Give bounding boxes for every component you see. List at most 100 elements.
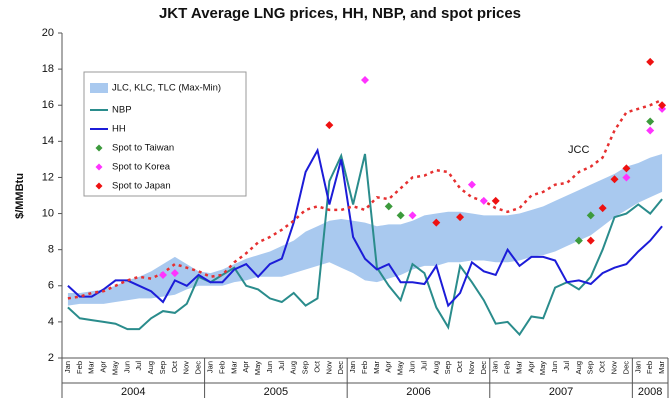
x-tick-label: Jan bbox=[633, 361, 642, 373]
x-tick-label: Aug bbox=[431, 361, 440, 374]
spot-marker bbox=[396, 211, 405, 220]
x-tick-label: Dec bbox=[336, 361, 345, 375]
x-tick-label: Nov bbox=[610, 361, 619, 375]
x-tick-label: Nov bbox=[467, 361, 476, 375]
year-label: 2006 bbox=[406, 386, 430, 398]
spot-marker bbox=[574, 236, 583, 245]
x-tick-label: May bbox=[538, 361, 547, 375]
x-tick-label: Dec bbox=[194, 361, 203, 375]
spot-marker bbox=[361, 75, 369, 84]
x-tick-label: Sep bbox=[158, 361, 167, 374]
series-line bbox=[67, 147, 663, 308]
spot-marker bbox=[467, 180, 476, 189]
legend-label: HH bbox=[112, 124, 126, 135]
series-line bbox=[67, 98, 663, 300]
x-tick-label: Jun bbox=[408, 361, 417, 373]
spot-marker bbox=[622, 173, 631, 182]
year-label: 2008 bbox=[638, 386, 662, 398]
range-band bbox=[67, 153, 663, 306]
legend-label: Spot to Korea bbox=[112, 162, 171, 173]
spot-marker bbox=[586, 236, 595, 245]
spot-marker bbox=[491, 196, 500, 205]
spot-marker bbox=[408, 211, 417, 220]
spot-marker bbox=[658, 101, 667, 110]
series-line bbox=[67, 152, 663, 337]
legend-label: NBP bbox=[112, 105, 132, 116]
x-tick-label: Jan bbox=[491, 361, 500, 373]
x-tick-label: Jun bbox=[122, 361, 131, 373]
x-tick-label: May bbox=[110, 361, 119, 375]
x-tick-label: Sep bbox=[586, 361, 595, 374]
legend-label: Spot to Japan bbox=[112, 181, 171, 192]
spot-marker bbox=[598, 204, 607, 213]
x-tick-label: Jul bbox=[134, 361, 143, 371]
spot-marker bbox=[170, 269, 179, 278]
x-tick-label: Feb bbox=[217, 361, 226, 374]
y-tick-label: 6 bbox=[48, 280, 54, 292]
x-tick-label: Jun bbox=[265, 361, 274, 373]
x-tick-label: Dec bbox=[479, 361, 488, 375]
x-tick-label: Oct bbox=[455, 360, 464, 373]
x-tick-label: Aug bbox=[289, 361, 298, 374]
x-tick-label: Oct bbox=[170, 360, 179, 373]
y-tick-label: 8 bbox=[48, 244, 54, 256]
x-tick-label: Feb bbox=[75, 361, 84, 374]
x-tick-label: Sep bbox=[301, 361, 310, 374]
x-tick-label: Nov bbox=[182, 361, 191, 375]
y-tick-label: 12 bbox=[42, 171, 54, 183]
x-tick-label: Jun bbox=[550, 361, 559, 373]
x-tick-label: Feb bbox=[503, 361, 512, 374]
x-tick-label: Aug bbox=[574, 361, 583, 374]
x-tick-label: Apr bbox=[99, 360, 108, 372]
spot-marker bbox=[622, 164, 631, 173]
x-tick-label: May bbox=[253, 361, 262, 375]
spot-marker bbox=[456, 213, 465, 222]
y-tick-label: 10 bbox=[42, 207, 54, 219]
x-tick-label: May bbox=[396, 361, 405, 375]
spot-marker bbox=[325, 121, 334, 130]
x-tick-label: Oct bbox=[598, 360, 607, 373]
annotation: JCC bbox=[568, 144, 589, 156]
x-tick-label: Nov bbox=[324, 361, 333, 375]
x-tick-label: Apr bbox=[241, 360, 250, 372]
y-tick-label: 18 bbox=[42, 63, 54, 75]
year-label: 2007 bbox=[549, 386, 573, 398]
x-tick-label: Mar bbox=[372, 361, 381, 374]
x-tick-label: Jan bbox=[348, 361, 357, 373]
y-axis-title: $/MMBtu bbox=[14, 173, 26, 219]
x-tick-label: Jul bbox=[419, 361, 428, 371]
year-label: 2005 bbox=[264, 386, 288, 398]
year-label: 2004 bbox=[121, 386, 145, 398]
y-tick-label: 14 bbox=[42, 135, 54, 147]
legend-box bbox=[83, 71, 247, 197]
legend-label: JLC, KLC, TLC (Max-Min) bbox=[112, 83, 221, 94]
x-tick-label: Mar bbox=[229, 361, 238, 374]
spot-marker bbox=[610, 175, 619, 184]
legend-marker bbox=[95, 144, 103, 152]
x-tick-label: Mar bbox=[87, 361, 96, 374]
spot-marker bbox=[646, 117, 655, 126]
legend-label: Spot to Taiwan bbox=[112, 143, 174, 154]
x-tick-label: Dec bbox=[621, 361, 630, 375]
x-tick-label: Feb bbox=[645, 361, 654, 374]
x-tick-label: Oct bbox=[312, 360, 321, 373]
spot-marker bbox=[646, 126, 655, 135]
x-tick-label: Feb bbox=[360, 361, 369, 374]
spot-marker bbox=[646, 57, 655, 66]
x-tick-label: Jul bbox=[562, 361, 571, 371]
spot-marker bbox=[384, 202, 393, 211]
spot-marker bbox=[586, 211, 595, 220]
spot-marker bbox=[479, 196, 488, 205]
x-tick-label: Apr bbox=[526, 360, 535, 372]
x-tick-label: Aug bbox=[146, 361, 155, 374]
y-tick-label: 4 bbox=[48, 316, 54, 328]
x-tick-label: Sep bbox=[443, 361, 452, 374]
x-tick-label: Jan bbox=[206, 361, 215, 373]
x-tick-label: Apr bbox=[384, 360, 393, 372]
legend-swatch bbox=[90, 83, 108, 93]
y-tick-label: 20 bbox=[42, 27, 54, 39]
legend-marker bbox=[95, 163, 103, 171]
legend-marker bbox=[95, 182, 103, 190]
x-tick-label: Mar bbox=[514, 361, 523, 374]
